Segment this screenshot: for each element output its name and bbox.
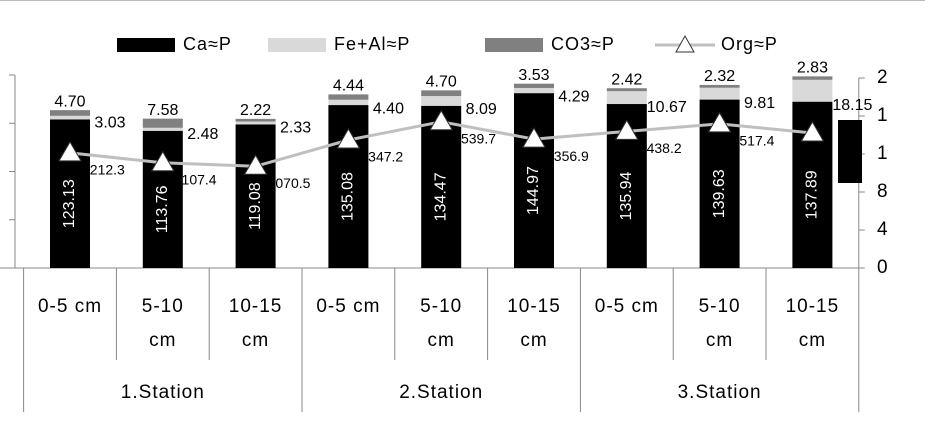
data-label: 1438.2: [639, 140, 682, 156]
data-label: 139.63: [711, 169, 728, 218]
bar-segment: [792, 79, 833, 102]
x-tick-label: 0-5 cm: [595, 296, 659, 317]
data-label: 135.94: [618, 171, 635, 220]
bar-segment: [235, 118, 276, 122]
line-marker: [58, 140, 82, 162]
data-label: 3.03: [94, 115, 125, 132]
line-marker: [614, 119, 639, 140]
data-label: 113.76: [154, 185, 171, 233]
y2-tick-label: 0: [877, 257, 889, 278]
bar-segment: [142, 118, 183, 128]
data-label: 4.44: [333, 78, 364, 95]
line-marker: [429, 109, 454, 131]
data-label: 4.70: [54, 93, 85, 110]
legend-swatch: [117, 38, 175, 52]
data-label: 1539.7: [453, 130, 496, 146]
data-label: 18.15: [832, 97, 872, 114]
x-tick-label: 5-10 cm: [699, 296, 741, 351]
bar-segment: [699, 87, 740, 100]
data-label: 137.89: [804, 170, 821, 219]
x-tick-label: 10-15 cm: [786, 296, 840, 351]
data-label: 1517.4: [732, 133, 775, 149]
bar-segment: [792, 76, 833, 80]
line-marker: [336, 128, 361, 149]
data-label: 2.32: [704, 68, 735, 85]
bar-segment: [235, 124, 276, 269]
line-marker: [522, 127, 546, 148]
line-marker: [800, 121, 825, 142]
y2-tick-label: 2: [877, 67, 889, 88]
bar-segment: [606, 91, 647, 105]
data-label: 4.29: [558, 88, 589, 105]
bar-segment: [328, 99, 369, 106]
data-label: 1107.4: [175, 172, 217, 188]
x-tick-label: 10-15 cm: [507, 296, 561, 351]
data-label: 135.08: [340, 172, 357, 221]
bar-segment: [328, 94, 369, 100]
x-tick-label: 10-15 cm: [229, 296, 283, 351]
line-marker: [243, 154, 268, 175]
y2-tick-label: 1: [877, 105, 889, 126]
line-marker: [150, 150, 175, 172]
data-label: 1070.5: [268, 175, 311, 191]
bar-segment: [421, 96, 462, 106]
legend-label: Org≈P: [721, 34, 778, 54]
line-marker: [707, 111, 732, 133]
data-label: 1212.3: [82, 162, 125, 178]
legend-label: Fe+Al≈P: [334, 34, 410, 54]
bar-segment: [50, 115, 90, 120]
data-label: 1347.2: [360, 149, 403, 165]
data-label: 2.22: [240, 102, 271, 119]
bar-segment: [421, 105, 462, 268]
legend-swatch: [268, 38, 326, 52]
bar-segment: [514, 93, 554, 268]
data-label: 4.40: [373, 100, 404, 117]
legend-swatch: [485, 38, 543, 52]
data-label: 2.83: [797, 60, 828, 77]
group-label: 3.Station: [678, 382, 762, 403]
data-label: 123.13: [61, 179, 78, 228]
bar-segment: [50, 110, 90, 116]
data-label: 134.47: [432, 172, 449, 221]
bar-segment: [606, 88, 647, 92]
y2-tick-label: 1: [877, 143, 889, 164]
y2-tick-label: 8: [877, 181, 889, 202]
group-label: 2.Station: [399, 382, 483, 403]
x-tick-label: 0-5 cm: [316, 296, 380, 317]
bar-segment: [514, 87, 554, 94]
bar-segment: [142, 127, 183, 131]
group-label: 1.Station: [121, 382, 205, 403]
data-label: 144.97: [525, 166, 542, 215]
data-label: 2.42: [611, 71, 642, 88]
data-label: 10.67: [647, 99, 687, 116]
bar-segment: [699, 84, 740, 88]
data-label: 8.09: [466, 101, 497, 118]
legend-marker: [675, 34, 695, 53]
legend-label: CO3≈P: [551, 34, 615, 54]
data-label: 2.33: [280, 120, 311, 137]
x-tick-label: 5-10 cm: [420, 296, 462, 351]
bar-segment: [514, 83, 554, 88]
data-label: 3.53: [518, 67, 549, 84]
legend: Ca≈P Fe+Al≈P CO3≈P Org≈P: [117, 34, 778, 54]
bar-segment: [421, 90, 462, 97]
overlay-box: [838, 120, 862, 183]
y2-tick-label: 4: [877, 219, 889, 240]
x-tick-label: 5-10 cm: [142, 296, 184, 351]
data-label: 2.48: [187, 126, 218, 143]
data-label: 4.70: [426, 74, 457, 91]
legend-label: Ca≈P: [183, 34, 232, 54]
data-label: 119.08: [247, 182, 264, 230]
data-label: 1356.9: [546, 148, 589, 164]
data-label: 7.58: [147, 102, 178, 119]
x-tick-label: 0-5 cm: [38, 296, 102, 317]
data-label: 9.81: [744, 95, 775, 112]
bar-segment: [235, 121, 276, 125]
